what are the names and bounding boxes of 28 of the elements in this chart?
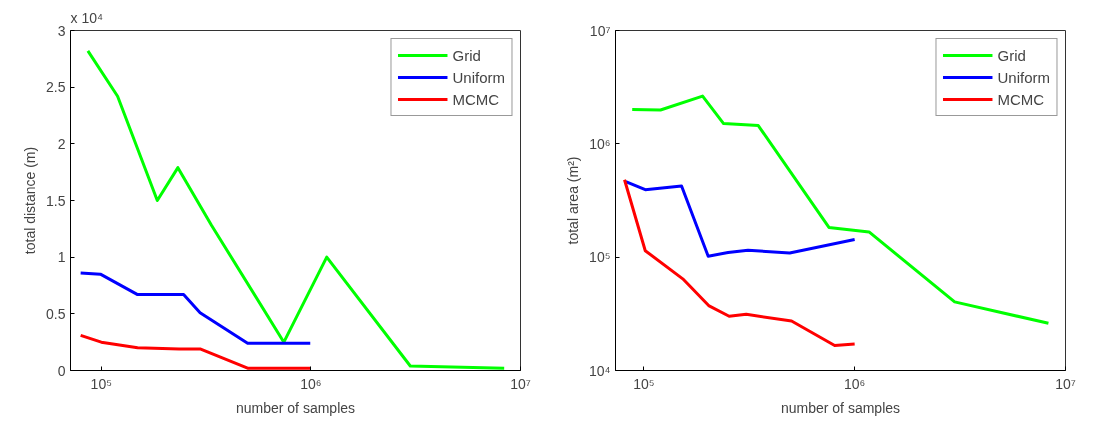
text: x 10⁴ [70,9,103,26]
y-tick-label: 10⁷ [589,22,611,39]
x-tick-label: 10⁷ [510,375,531,392]
x-tick-label: 10⁶ [300,375,322,392]
x-axis-title: number of samples [780,399,901,416]
y-tick-label: 0 [57,362,66,379]
y-tick-label: 2.5 [46,79,66,96]
legend-label: MCMC [997,90,1045,108]
x-tick-label: 10⁶ [843,375,866,392]
y-tick-label: 10⁶ [589,135,611,152]
x-tick-label: 10⁷ [1055,375,1076,392]
y-tick-label: 10⁵ [589,249,611,266]
y-tick-label: 3 [57,22,66,39]
y-tick-label: 2 [57,135,66,152]
y-tick-label: 10⁴ [588,362,611,379]
legend-label: Uniform [452,68,505,86]
y-tick-label: 0.5 [46,305,66,322]
y-axis-title: total area (m²) [564,156,581,245]
legend-label: MCMC [452,90,500,108]
x-tick-label: 10⁵ [90,375,112,392]
legend-label: Grid [997,46,1026,64]
y-tick-label: 1 [57,249,66,266]
y-axis-title: total distance (m) [22,146,39,255]
x-axis-title: number of samples [235,399,356,416]
legend-label: Grid [452,46,481,64]
y-tick-label: 1.5 [46,192,66,209]
x-tick-label: 10⁵ [633,375,655,392]
legend-label: Uniform [997,68,1050,86]
